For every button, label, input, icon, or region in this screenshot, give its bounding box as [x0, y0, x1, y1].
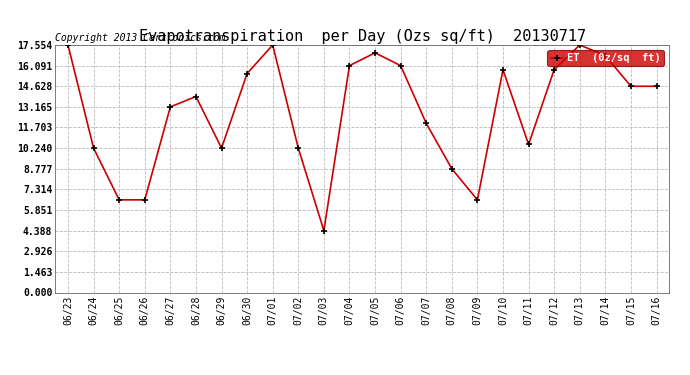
Title: Evapotranspiration  per Day (Ozs sq/ft)  20130717: Evapotranspiration per Day (Ozs sq/ft) 2…	[139, 29, 586, 44]
Legend: ET  (0z/sq  ft): ET (0z/sq ft)	[547, 50, 664, 66]
Text: Copyright 2013 Cartronics.com: Copyright 2013 Cartronics.com	[55, 33, 226, 42]
